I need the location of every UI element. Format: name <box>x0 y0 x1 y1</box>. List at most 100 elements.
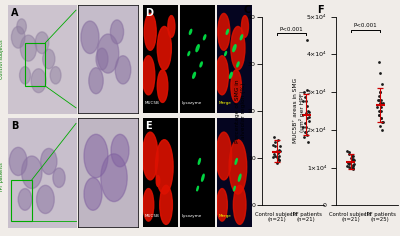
Point <box>377 101 384 105</box>
Circle shape <box>110 20 124 44</box>
Point <box>376 113 382 117</box>
Point <box>344 164 351 168</box>
Point <box>349 158 356 162</box>
Point <box>349 166 355 169</box>
Point <box>272 140 278 143</box>
Text: IPF patients: IPF patients <box>0 163 4 191</box>
Circle shape <box>233 185 246 224</box>
Text: E: E <box>145 121 152 131</box>
Circle shape <box>18 189 32 210</box>
Circle shape <box>111 134 129 167</box>
Circle shape <box>35 32 49 54</box>
Point <box>271 152 278 156</box>
Circle shape <box>160 185 172 224</box>
Point <box>380 120 387 124</box>
Point <box>272 154 278 158</box>
Point <box>350 166 356 170</box>
Point <box>275 157 282 161</box>
Point <box>276 159 282 162</box>
Point <box>302 130 308 134</box>
Circle shape <box>142 132 158 180</box>
Point <box>378 117 384 120</box>
Point <box>274 152 281 155</box>
Ellipse shape <box>198 159 200 164</box>
Circle shape <box>11 26 25 48</box>
Point <box>378 105 384 109</box>
Text: P<0.001: P<0.001 <box>354 23 377 28</box>
Point <box>306 115 312 118</box>
Text: MUC5B: MUC5B <box>145 101 160 105</box>
Circle shape <box>229 140 247 194</box>
Ellipse shape <box>196 45 199 52</box>
Text: Control subjects: Control subjects <box>0 39 4 79</box>
Point <box>348 166 354 169</box>
Point <box>304 38 310 42</box>
Point <box>349 154 355 158</box>
Ellipse shape <box>225 52 226 55</box>
Point <box>374 105 380 109</box>
Point <box>274 138 281 142</box>
Circle shape <box>17 19 26 34</box>
Point <box>300 135 307 139</box>
Circle shape <box>101 154 127 202</box>
Point <box>302 121 308 125</box>
Circle shape <box>20 35 36 61</box>
Point <box>305 140 312 143</box>
Point <box>276 159 282 162</box>
Point <box>275 151 282 154</box>
Point <box>304 134 310 137</box>
Point <box>275 157 281 161</box>
Point <box>375 109 382 113</box>
Ellipse shape <box>193 72 196 78</box>
Text: P<0.001: P<0.001 <box>280 27 303 32</box>
Point <box>300 100 306 103</box>
Point <box>349 163 356 166</box>
Ellipse shape <box>204 35 206 40</box>
Bar <box>25 43 46 86</box>
Point <box>304 116 310 120</box>
Ellipse shape <box>240 35 243 40</box>
Bar <box>11 180 32 221</box>
Circle shape <box>142 56 155 95</box>
Circle shape <box>216 132 232 180</box>
Point <box>274 149 280 153</box>
Point <box>276 144 283 148</box>
Circle shape <box>50 67 61 84</box>
Y-axis label: MUC5B⁺ areas in SMG
(μm² per HPF): MUC5B⁺ areas in SMG (μm² per HPF) <box>293 78 305 143</box>
Circle shape <box>216 56 228 95</box>
Point <box>300 90 307 94</box>
Point <box>303 111 310 115</box>
Circle shape <box>157 26 171 70</box>
Ellipse shape <box>230 72 232 78</box>
Ellipse shape <box>197 186 198 191</box>
Circle shape <box>20 67 30 84</box>
Point <box>376 98 382 101</box>
Circle shape <box>89 68 103 94</box>
Text: D: D <box>145 8 153 18</box>
Point <box>274 155 280 159</box>
Point <box>377 109 383 113</box>
Circle shape <box>156 140 173 194</box>
Point <box>303 126 309 129</box>
Point <box>378 101 384 105</box>
Point <box>346 162 352 166</box>
Point <box>306 119 312 123</box>
Point <box>270 143 276 147</box>
Circle shape <box>143 189 154 221</box>
Circle shape <box>96 48 108 70</box>
Circle shape <box>156 176 160 186</box>
Point <box>350 162 357 166</box>
Point <box>378 109 384 113</box>
Point <box>350 158 357 162</box>
Circle shape <box>144 13 156 50</box>
Point <box>350 154 356 158</box>
Point <box>350 168 356 171</box>
Point <box>379 128 386 132</box>
Point <box>350 157 356 161</box>
Circle shape <box>22 156 42 189</box>
Point <box>378 120 385 124</box>
Point <box>275 154 282 158</box>
Ellipse shape <box>200 62 202 67</box>
Point <box>270 155 276 159</box>
Ellipse shape <box>235 159 237 164</box>
